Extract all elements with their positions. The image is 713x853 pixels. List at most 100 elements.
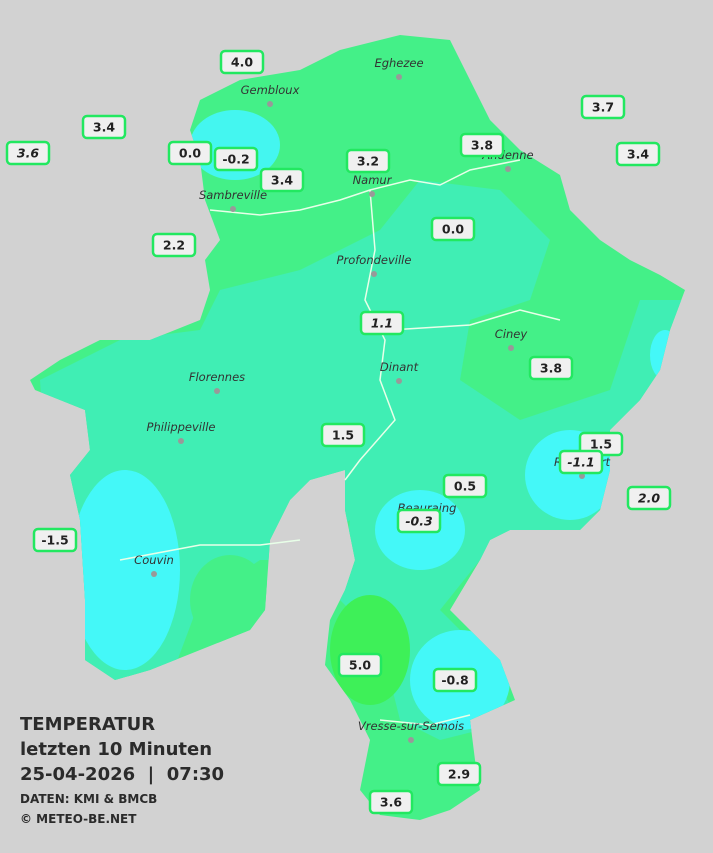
city-dot	[408, 737, 414, 743]
station-box	[259, 167, 305, 193]
legend-copyright: © METEO-BE.NET	[20, 812, 137, 826]
station-box	[213, 146, 259, 172]
station: 2.9	[436, 761, 482, 787]
station: -0.8	[432, 667, 478, 693]
station-box	[345, 148, 391, 174]
station-value: 1.1	[371, 316, 393, 331]
station: 1.1	[359, 310, 405, 336]
city-dot	[369, 191, 375, 197]
station: 3.6	[368, 789, 414, 815]
city-label: Dinant	[380, 360, 419, 374]
station: -1.5	[32, 527, 78, 553]
station-box	[432, 667, 478, 693]
station: 3.6	[5, 140, 51, 166]
city-dot	[579, 473, 585, 479]
station-value: 5.0	[349, 658, 371, 673]
station-box	[32, 527, 78, 553]
station-value: 3.8	[471, 138, 493, 153]
city-dot	[371, 271, 377, 277]
city-dot	[214, 388, 220, 394]
station-box	[151, 232, 197, 258]
legend-datetime: 25-04-2026 | 07:30	[20, 764, 224, 785]
station: 1.5	[578, 431, 624, 457]
station-value: 0.0	[442, 222, 464, 237]
station: 2.2	[151, 232, 197, 258]
city-label: Philippeville	[147, 420, 216, 434]
legend-subtitle: letzten 10 Minuten	[20, 739, 212, 760]
city-label: Ciney	[495, 327, 528, 341]
station: 3.8	[528, 355, 574, 381]
station-box	[436, 761, 482, 787]
station-value: 3.8	[540, 361, 562, 376]
station-box	[430, 216, 476, 242]
station-value: -0.2	[222, 152, 249, 167]
station: 3.4	[81, 114, 127, 140]
station-value: -1.1	[567, 455, 594, 470]
rivers	[119, 159, 561, 726]
station-value: -1.5	[41, 533, 68, 548]
station-value: 3.7	[592, 100, 614, 115]
city-label: Vresse-sur-Semois	[358, 719, 464, 733]
city-label: Profondeville	[337, 253, 412, 267]
stations: 4.0 3.4 3.6 0.0 -0.2 3.4 3.2 3.8 3.7 3.4 2.2 0.0 1.1…	[5, 49, 672, 815]
station-value: 3.2	[357, 154, 379, 169]
city-dot	[508, 345, 514, 351]
station: 3.4	[259, 167, 305, 193]
station-box	[5, 140, 51, 166]
station-value: -0.8	[441, 673, 468, 688]
city-dot	[267, 101, 273, 107]
city-dot	[396, 378, 402, 384]
station-box	[626, 485, 672, 511]
city-label: Gembloux	[241, 83, 300, 97]
city-dot	[505, 166, 511, 172]
station: 2.0	[626, 485, 672, 511]
station-box	[580, 94, 626, 120]
station-box	[337, 652, 383, 678]
station-value: 0.0	[179, 146, 201, 161]
legend-title: TEMPERATUR	[20, 714, 155, 735]
station-value: 3.4	[627, 147, 649, 162]
city-dot	[396, 74, 402, 80]
station: 0.0	[167, 140, 213, 166]
station-box	[81, 114, 127, 140]
station-value: 3.6	[380, 795, 402, 810]
legend: TEMPERATUR letzten 10 Minuten 25-04-2026…	[20, 714, 224, 826]
station: 3.8	[459, 132, 505, 158]
station-value: 1.5	[332, 428, 354, 443]
station-box	[359, 310, 405, 336]
station-value: 3.4	[93, 120, 115, 135]
station: 3.7	[580, 94, 626, 120]
station: 0.0	[430, 216, 476, 242]
station: 4.0	[219, 49, 265, 75]
station-box	[459, 132, 505, 158]
station-box	[320, 422, 366, 448]
city-label: Florennes	[189, 370, 245, 384]
station: 3.4	[615, 141, 661, 167]
station-value: 3.4	[271, 173, 293, 188]
station-value: 4.0	[231, 55, 253, 70]
station-box	[615, 141, 661, 167]
station-box	[219, 49, 265, 75]
city-label: Eghezee	[374, 56, 423, 70]
station-value: 0.5	[454, 479, 476, 494]
station-value: 2.9	[448, 767, 470, 782]
city-dot	[151, 571, 157, 577]
station-box	[528, 355, 574, 381]
station: -0.2	[213, 146, 259, 172]
station-box	[558, 449, 604, 475]
city-label: Namur	[353, 173, 393, 187]
station-value: 1.5	[590, 437, 612, 452]
station: -1.1	[558, 449, 604, 475]
station-value: 3.6	[17, 146, 39, 161]
station: 3.2	[345, 148, 391, 174]
city-dot	[178, 438, 184, 444]
station: 1.5	[320, 422, 366, 448]
legend-source: DATEN: KMI & BMCB	[20, 792, 157, 806]
city-label: Sambreville	[199, 188, 267, 202]
station: 0.5	[442, 473, 488, 499]
station: -0.3	[396, 508, 442, 534]
station-box	[167, 140, 213, 166]
city-label: Couvin	[134, 553, 174, 567]
station-box	[442, 473, 488, 499]
